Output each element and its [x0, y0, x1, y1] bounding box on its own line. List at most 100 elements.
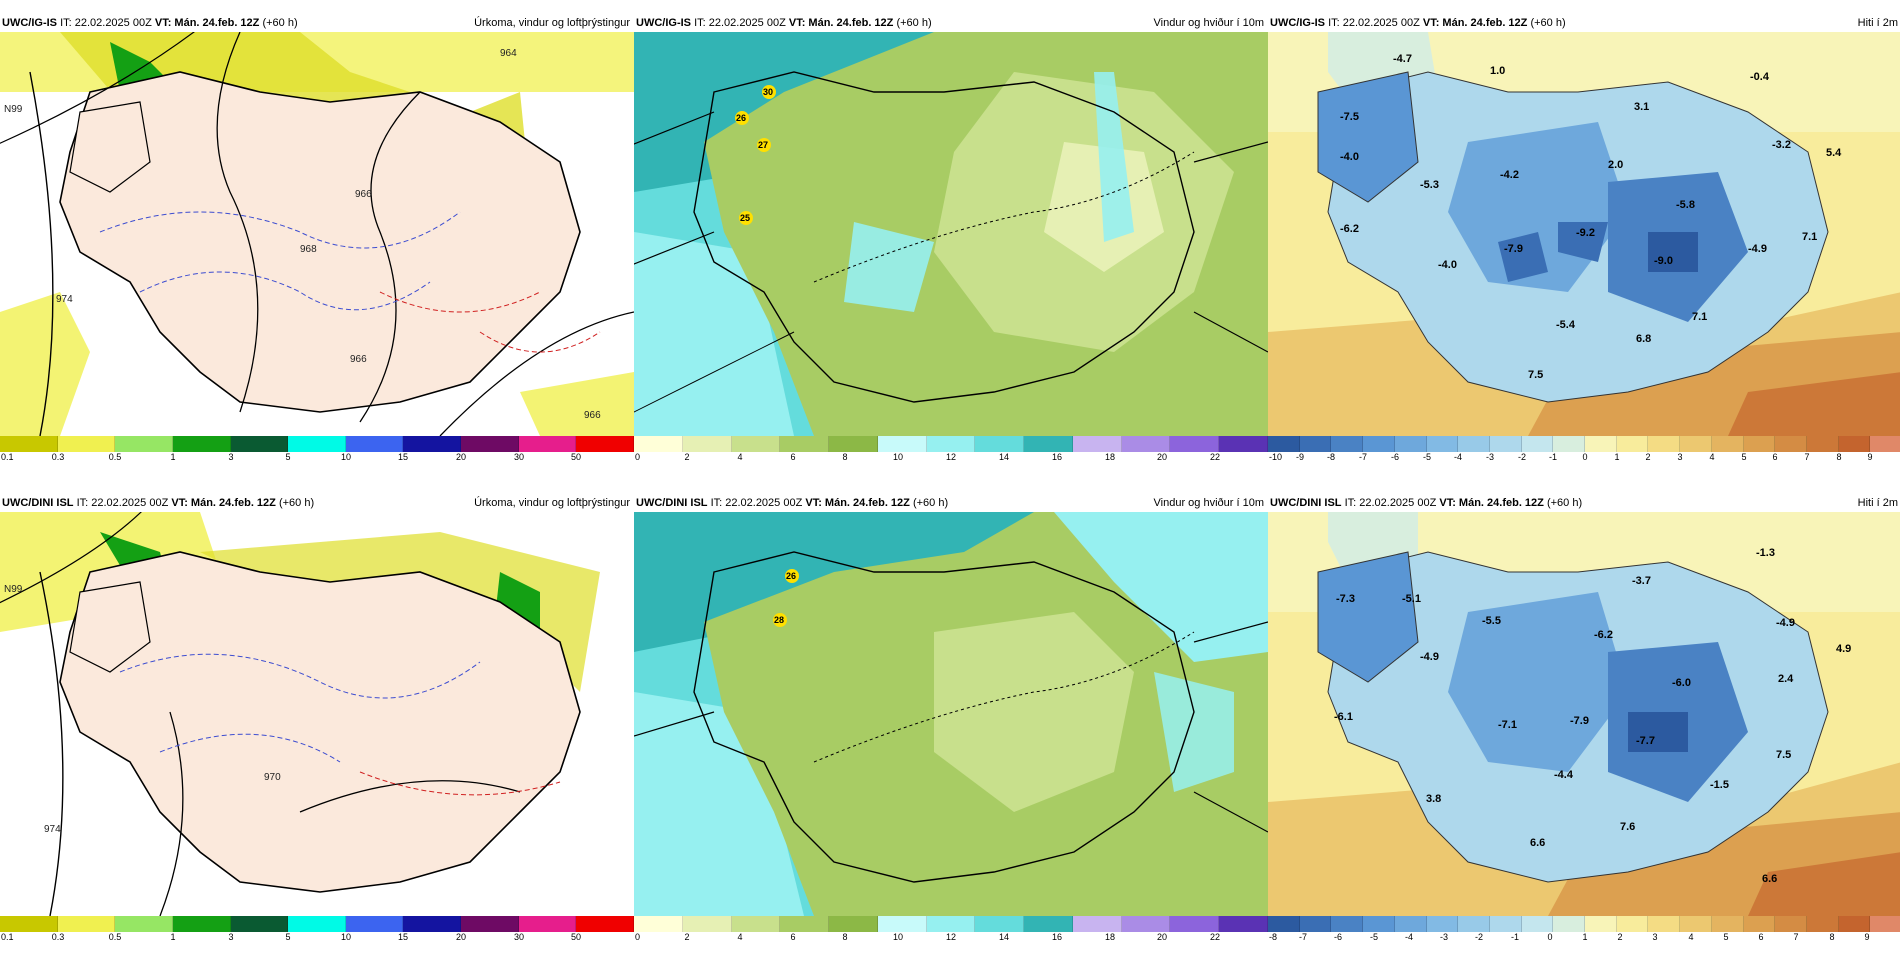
valid-time: VT: Mán. 24.feb. 12Z	[171, 497, 276, 509]
colorbar-segment	[1806, 436, 1839, 452]
colorbar-tick-label: 5	[285, 452, 291, 462]
colorbar-segment	[1363, 916, 1395, 932]
colorbar-tick-label: -8	[1326, 452, 1336, 462]
colorbar-segment	[461, 436, 519, 452]
colorbar-tick-label: 50	[570, 932, 582, 942]
temp-labels: -4.7 1.0 -0.4 -7.5 3.1 -4.0 -3.2 5.4 -4.…	[1340, 53, 1842, 381]
colorbar-segment	[1121, 436, 1171, 452]
colorbar-segment	[975, 436, 1025, 452]
colorbar-tick-label: 10	[340, 932, 352, 942]
temp-value: -4.9	[1748, 243, 1767, 255]
colorbar-segment	[1489, 436, 1522, 452]
colorbar-tick-label: 18	[1104, 932, 1116, 942]
colorbar-tick-label: 15	[397, 452, 409, 462]
colorbar-tick-label: 20	[455, 932, 467, 942]
model-name: UWC/DINI ISL	[636, 497, 708, 509]
precip-map[interactable]: 964 974 966 968 966 966 N99	[0, 32, 634, 436]
colorbar-segment	[1121, 916, 1171, 932]
temp-value: -6.2	[1340, 223, 1359, 235]
temp-value: -5.3	[1420, 179, 1439, 191]
temp-value: -1.5	[1710, 779, 1729, 791]
colorbar-segment	[1521, 436, 1554, 452]
init-time: IT: 22.02.2025 00Z	[60, 17, 152, 29]
temp-value: -4.0	[1340, 151, 1359, 163]
colorbar-segment	[1024, 916, 1073, 932]
temp-value: 1.0	[1490, 65, 1505, 77]
colorbar-segment	[1426, 436, 1459, 452]
temp-map[interactable]: -4.7 1.0 -0.4 -7.5 3.1 -4.0 -3.2 5.4 -4.…	[1268, 32, 1900, 436]
colorbar-segment	[1711, 436, 1744, 452]
gust-label: 28	[774, 615, 784, 625]
colorbar-segment	[829, 916, 878, 932]
colorbar-segment	[1553, 436, 1586, 452]
colorbar-segment	[1394, 916, 1427, 932]
colorbar-tick-label: 14	[998, 452, 1010, 462]
colorbar-segment	[1072, 436, 1122, 452]
temp-value: -7.3	[1336, 593, 1355, 605]
temp-map[interactable]: -1.3 -7.3 -5.1 -3.7 -5.5 -6.2 -4.9 4.9 -…	[1268, 512, 1900, 916]
colorbar-tick-label: 12	[945, 452, 957, 462]
colorbar-tick-label: 3	[1652, 932, 1658, 942]
precip-map[interactable]: 974 970 N99	[0, 512, 634, 916]
colorbar-tick-label: 0	[1582, 452, 1588, 462]
temp-value: 6.8	[1636, 333, 1651, 345]
wind-map[interactable]: 26 28	[634, 512, 1268, 916]
colorbar-segment	[780, 436, 830, 452]
temp-value: 6.6	[1762, 873, 1777, 885]
gust-label: 25	[740, 213, 750, 223]
isobar-label: 970	[264, 772, 281, 783]
isobar-label: 964	[500, 48, 517, 59]
colorbar-tick-label: 5	[1723, 932, 1729, 942]
colorbar-segment	[172, 916, 231, 932]
temp-value: -9.2	[1576, 227, 1595, 239]
lead-time: (+60 h)	[262, 17, 298, 29]
temp-value: 7.1	[1802, 231, 1817, 243]
colorbar-segment	[1268, 436, 1300, 452]
colorbar-ticks: -10 -9 -8 -7 -6 -5 -4 -3 -2 -1 0 1 2 3 4 5 6 7 8 9	[1268, 452, 1900, 466]
colorbar-tick-label: 0	[1547, 932, 1553, 942]
colorbar	[634, 436, 1268, 452]
colorbar-segment	[1553, 916, 1586, 932]
colorbar-segment	[345, 436, 404, 452]
colorbar-tick-label: 15	[397, 932, 409, 942]
wind-map[interactable]: 30 26 27 25	[634, 32, 1268, 436]
panel-title: Hiti í 2m	[1857, 17, 1898, 29]
colorbar-segment	[403, 916, 462, 932]
colorbar-tick-label: 4	[737, 932, 743, 942]
colorbar	[0, 436, 635, 452]
colorbar-tick-label: -8	[1269, 932, 1278, 942]
temp-value: -7.7	[1636, 735, 1655, 747]
colorbar-segment	[682, 916, 732, 932]
colorbar-segment	[172, 436, 231, 452]
colorbar-tick-label: 4	[737, 452, 743, 462]
lead-time: (+60 h)	[278, 497, 315, 509]
precip-map-svg: 964 974 966 968 966 966 N99	[0, 32, 634, 436]
lat-label: N99	[4, 104, 23, 115]
colorbar-tick-label: 20	[455, 452, 467, 462]
colorbar-tick-label: -7	[1358, 452, 1368, 462]
colorbar-tick-label: 6	[1758, 932, 1764, 942]
temp-value: -4.7	[1393, 53, 1412, 65]
colorbar-segment	[518, 916, 577, 932]
colorbar-tick-label: 4	[1709, 452, 1715, 462]
colorbar-tick-label: 22	[1209, 452, 1221, 462]
colorbar-segment	[1394, 436, 1427, 452]
lead-time: (+60 h)	[912, 497, 949, 509]
colorbar-segment	[461, 916, 519, 932]
colorbar-tick-label: 0.1	[1, 452, 14, 462]
colorbar-tick-label: 3	[228, 932, 234, 942]
colorbar-tick-label: -4	[1453, 452, 1463, 462]
colorbar-segment	[57, 436, 116, 452]
temp-value: -7.9	[1504, 243, 1523, 255]
colorbar-segment	[345, 916, 404, 932]
colorbar-segment	[1268, 916, 1300, 932]
colorbar-tick-label: 50	[570, 452, 582, 462]
colorbar-tick-label: -3	[1439, 932, 1449, 942]
colorbar-segment	[1648, 436, 1681, 452]
temp-panel-ig: UWC/IG-IS IT: 22.02.2025 00Z VT: Mán. 24…	[1268, 14, 1900, 476]
valid-time: VT: Mán. 24.feb. 12Z	[788, 17, 894, 29]
colorbar-segment	[1743, 916, 1776, 932]
temp-value: 2.0	[1608, 159, 1623, 171]
colorbar-tick-label: 20	[1156, 932, 1168, 942]
wind-map-svg: 26 28	[634, 512, 1268, 916]
